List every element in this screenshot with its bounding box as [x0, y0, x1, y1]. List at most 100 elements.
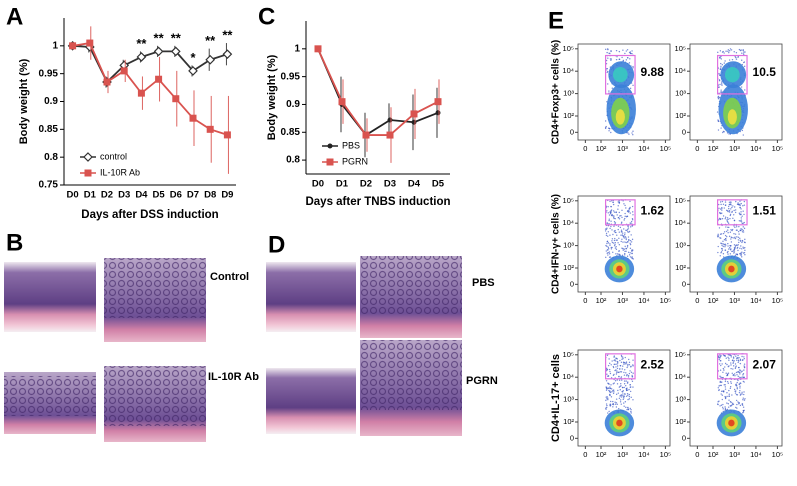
event-dot: [618, 244, 621, 246]
histology-label: IL-10R Ab: [208, 371, 259, 383]
event-dot: [729, 247, 731, 249]
x-tick-label: 0: [583, 296, 587, 305]
event-dot: [724, 216, 727, 218]
event-dot: [739, 359, 742, 362]
event-dot: [735, 229, 738, 231]
event-dot: [606, 368, 609, 371]
event-dot: [732, 362, 734, 364]
event-dot: [622, 398, 624, 401]
event-dot: [631, 218, 634, 220]
x-tick-label: 0: [583, 450, 587, 459]
event-dot: [725, 239, 727, 242]
event-dot: [726, 132, 729, 134]
event-dot: [609, 244, 611, 246]
event-dot: [719, 83, 721, 86]
event-dot: [616, 214, 618, 216]
y-tick-label: 10³: [563, 241, 574, 250]
event-dot: [632, 211, 634, 213]
event-dot: [610, 246, 612, 249]
event-dot: [607, 252, 609, 254]
event-dot: [726, 217, 729, 219]
event-dot: [628, 62, 631, 64]
event-dot: [740, 252, 742, 254]
event-dot: [720, 203, 722, 206]
event-dot: [628, 361, 631, 364]
event-dot: [631, 132, 633, 134]
event-dot: [627, 225, 629, 227]
significance: **: [171, 30, 182, 45]
x-tick-label: 10³: [617, 296, 628, 305]
event-dot: [728, 203, 731, 206]
x-tick-label: 10⁴: [638, 144, 650, 153]
event-dot: [608, 389, 610, 392]
event-dot: [615, 49, 618, 52]
event-dot: [607, 382, 609, 384]
marker: [189, 114, 197, 122]
event-dot: [606, 210, 608, 212]
event-dot: [628, 398, 631, 400]
event-dot: [741, 376, 743, 378]
x-tick-label: 10³: [617, 144, 628, 153]
event-dot: [616, 379, 618, 381]
event-dot: [610, 58, 613, 60]
event-dot: [624, 215, 626, 218]
event-dot: [624, 217, 626, 220]
event-dot: [739, 376, 741, 379]
event-dot: [618, 386, 621, 388]
event-dot: [604, 126, 607, 129]
event-dot: [733, 249, 735, 251]
flow-y-label: CD4+IL-17+ cells: [550, 354, 562, 442]
event-dot: [631, 374, 633, 377]
event-dot: [731, 229, 733, 232]
event-dot: [737, 379, 739, 382]
event-dot: [739, 247, 741, 250]
event-dot: [720, 58, 723, 60]
x-tick-label: 10²: [708, 450, 719, 459]
significance: **: [205, 33, 216, 48]
legend-marker: [327, 143, 333, 149]
x-tick-label: D2: [360, 179, 372, 190]
event-dot: [727, 365, 730, 368]
event-dot: [604, 228, 607, 230]
panel-label: E: [548, 7, 564, 34]
event-dot: [621, 379, 623, 381]
event-dot: [737, 366, 740, 369]
event-dot: [732, 357, 735, 359]
event-dot: [625, 361, 628, 363]
y-tick-label: 10⁵: [563, 350, 574, 359]
event-dot: [740, 228, 742, 230]
event-dot: [609, 227, 611, 230]
marker: [155, 75, 163, 83]
x-tick-label: D0: [312, 179, 324, 190]
event-dot: [736, 407, 738, 409]
event-dot: [723, 384, 725, 386]
event-dot: [743, 65, 746, 68]
event-dot: [723, 207, 725, 209]
event-dot: [609, 200, 611, 203]
event-dot: [728, 399, 730, 401]
event-dot: [738, 383, 741, 385]
event-dot: [617, 242, 619, 244]
event-dot: [618, 379, 621, 381]
event-dot: [607, 254, 609, 256]
gate: [716, 353, 748, 380]
event-dot: [735, 52, 738, 54]
event-dot: [605, 232, 608, 235]
event-dot: [740, 49, 742, 51]
event-dot: [724, 201, 727, 203]
event-dot: [621, 238, 623, 241]
legend-label: PBS: [342, 140, 360, 150]
y-tick-label: 10⁵: [563, 44, 574, 53]
event-dot: [622, 357, 624, 360]
event-dot: [631, 257, 634, 260]
x-tick-label: 10⁴: [750, 296, 762, 305]
event-dot: [620, 229, 623, 231]
event-dot: [730, 245, 732, 247]
event-dot: [737, 239, 740, 241]
event-dot: [606, 386, 608, 389]
event-dot: [608, 90, 610, 92]
histology-label: PGRN: [466, 375, 498, 387]
event-dot: [727, 406, 730, 408]
x-tick-label: 10³: [617, 450, 628, 459]
event-dot: [613, 217, 615, 220]
